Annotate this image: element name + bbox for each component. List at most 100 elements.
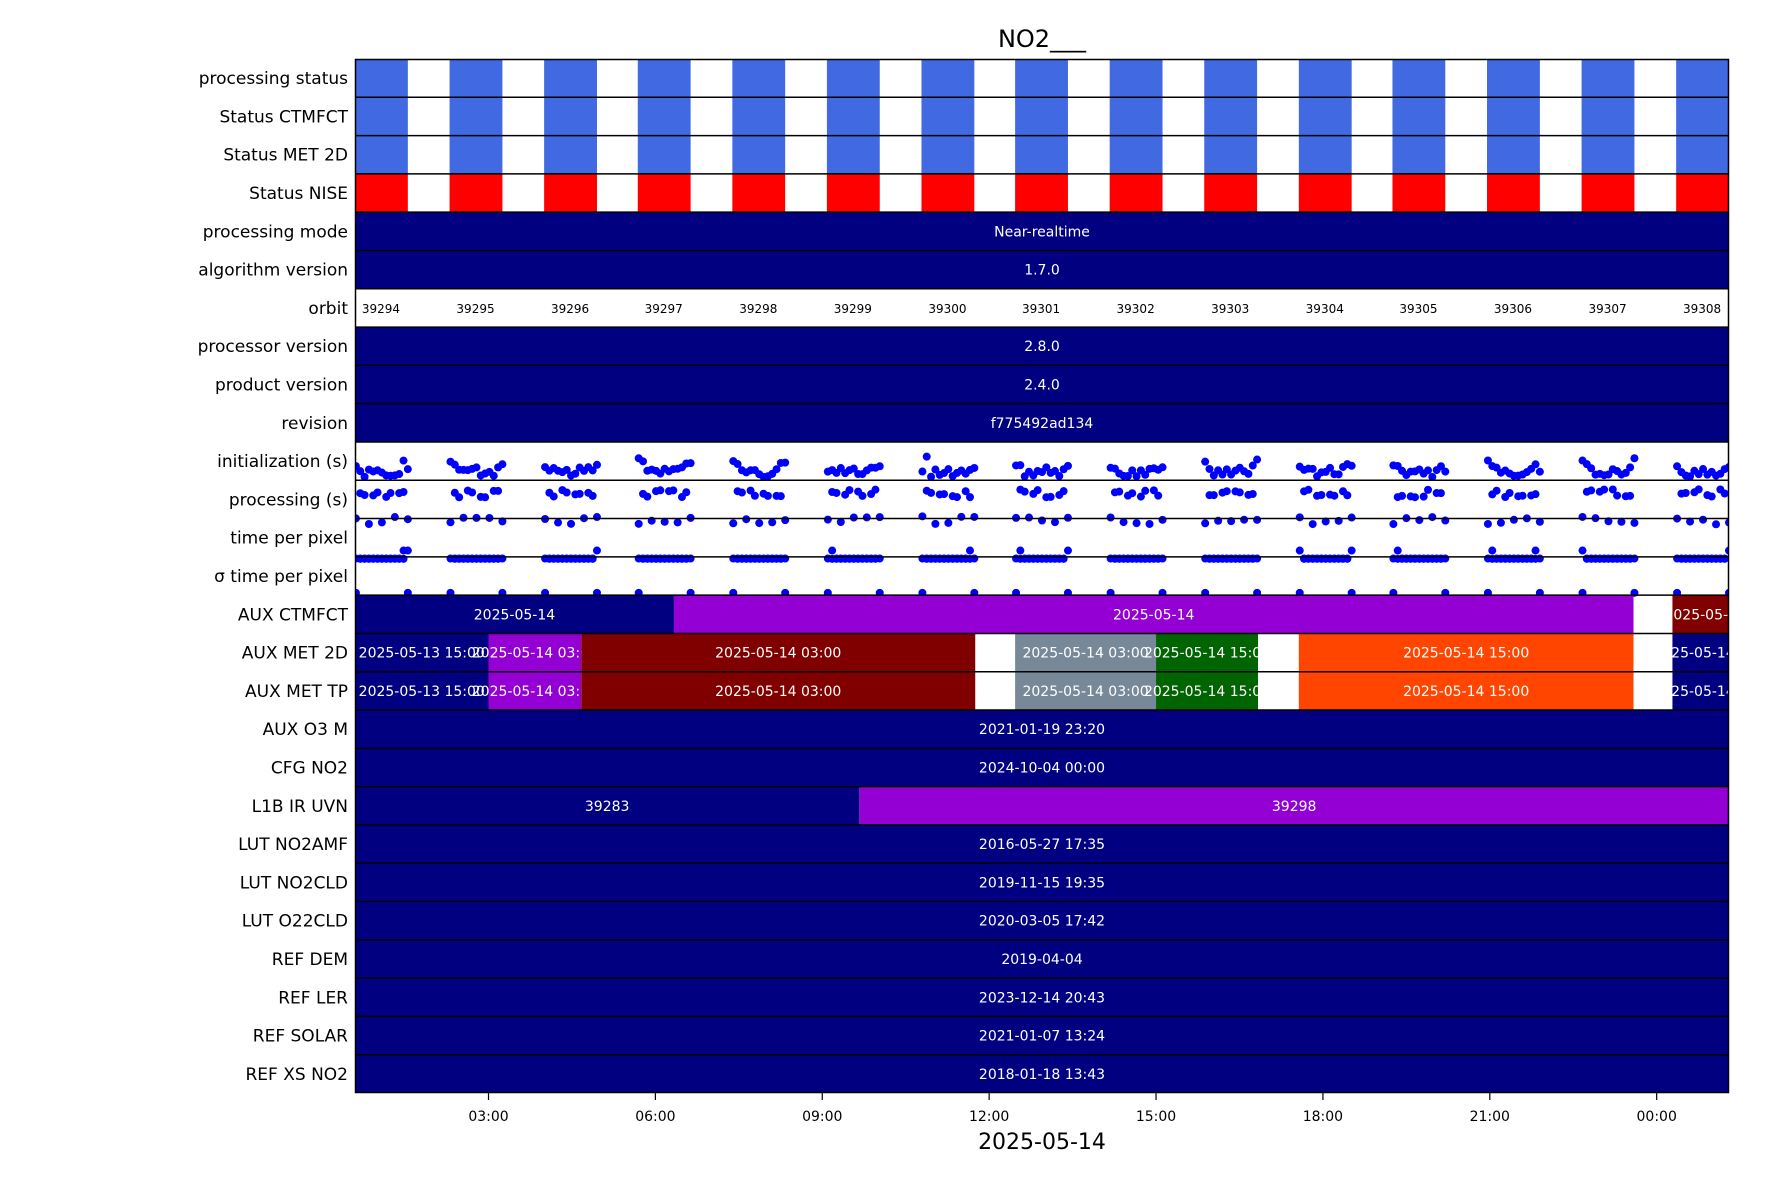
processing-s-point (1106, 513, 1115, 522)
processing-s-point (1492, 486, 1501, 495)
initialization-s-point (1244, 469, 1253, 478)
status-nise-block-39304 (1298, 173, 1352, 213)
ref-dem-segment (355, 939, 1729, 979)
aux-met-tp-segment (581, 671, 976, 711)
processing-s-point (567, 519, 576, 528)
aux-met-2d-segment (1298, 633, 1634, 672)
aux-met-tp-segment-label: 2025-05-13 15:00 (359, 684, 485, 700)
status-met-2d-block-39300 (921, 135, 975, 174)
plot-frame (354, 58, 1730, 1094)
time-per-pixel-point (1393, 546, 1402, 555)
processing-s-point (961, 487, 970, 496)
status-ctmfct-block-39297 (637, 97, 691, 136)
aux-ctmfct-segment-label: 2025-05-1 (1664, 607, 1736, 623)
status-met-2d-block-39308 (1676, 135, 1729, 174)
aux-met-2d-segment-label: 2025-05-14 03:00 (472, 646, 598, 662)
aux-o3-m-segment-label: 2021-01-19 23:20 (979, 722, 1105, 738)
initialization-s-point (1128, 466, 1137, 475)
l1b-ir-uvn-segment-label: 39283 (585, 799, 630, 815)
processing-s-point (575, 489, 584, 498)
time-per-pixel-point (1295, 546, 1304, 555)
aux-ctmfct-segment-label: 2025-05-14 (474, 607, 555, 623)
lut-no2amf-segment (355, 824, 1729, 864)
processing-s-point (965, 493, 974, 502)
row-label-time-per-pixel: σ time per pixel (214, 567, 348, 587)
orbit-number-39306: 39306 (1494, 302, 1532, 316)
revision-segment (355, 403, 1729, 442)
processing-s-point (1436, 489, 1445, 498)
processing-s-point (373, 488, 382, 497)
initialization-s-point (1531, 460, 1540, 469)
processing-s-point (957, 512, 966, 521)
row-label-product-version: product version (215, 376, 348, 396)
processing-s-point (1330, 491, 1339, 500)
status-ctmfct-block-39295 (449, 97, 503, 136)
row-label-aux-met-tp: AUX MET TP (245, 682, 348, 702)
processing-s-point (1505, 489, 1514, 498)
processing-s-point (1518, 491, 1527, 500)
initialization-s-point (1042, 463, 1051, 472)
processing-s-point (1063, 513, 1072, 522)
rows-layer: Near-realtime 1.7.0 39294 39295 39296 39297 39… (355, 59, 1736, 1093)
processing-s-point (781, 516, 790, 525)
aux-met-tp-segment-label: 2025-05-14 03:00 (1022, 684, 1148, 700)
status-nise-block-39308 (1676, 173, 1729, 213)
row-label-lut-no2amf: LUT NO2AMF (238, 835, 348, 855)
time-per-pixel-point (1531, 546, 1540, 555)
initialization-s-point (1587, 464, 1596, 473)
cfg-no2-segment (355, 748, 1729, 787)
initialization-s-point (931, 465, 940, 474)
processing-status-block-39306 (1487, 59, 1540, 98)
aux-met-tp-segment (355, 671, 489, 711)
processing-s-point (944, 518, 953, 527)
orbit-number-39296: 39296 (551, 302, 589, 316)
status-met-2d-block-39298 (732, 135, 786, 174)
initialization-s-point (571, 469, 580, 478)
processing-s-point (1343, 491, 1352, 500)
processing-s-point (1128, 489, 1137, 498)
processing-s-point (1509, 515, 1518, 524)
time-per-pixel-point (1488, 546, 1497, 555)
row-label-status-nise: Status NISE (249, 184, 348, 204)
orbit-number-39299: 39299 (834, 302, 872, 316)
aux-met-2d-segment (581, 633, 976, 672)
processing-s-point (494, 486, 503, 495)
orbit-number-39298: 39298 (739, 302, 777, 316)
processing-s-point (1119, 518, 1128, 527)
row-label-ref-ler: REF LER (278, 988, 348, 1008)
status-met-2d-block-39306 (1487, 135, 1540, 174)
processing-s-point (737, 488, 746, 497)
status-met-2d-block-39302 (1109, 135, 1163, 174)
row-label-initialization-s: initialization (s) (217, 452, 348, 472)
x-tick-label: 06:00 (635, 1109, 675, 1125)
initialization-s-point (1699, 465, 1708, 474)
product-version-segment (355, 365, 1729, 404)
status-nise-block-39305 (1392, 173, 1446, 213)
processing-s-point (1720, 489, 1729, 498)
status-nise-block-39302 (1109, 173, 1163, 213)
x-axis-ticks: 03:00 06:00 09:00 12:00 15:00 18:00 21:00 00:00 (468, 1093, 1677, 1125)
status-nise-block-39296 (544, 173, 597, 213)
initialization-s-point (1326, 463, 1335, 472)
processing-s-point (673, 518, 682, 527)
row-label-status-ctmfct: Status CTMFCT (219, 107, 348, 127)
processing-s-point (845, 486, 854, 495)
aux-met-tp-segment-label: 2025-05-14 15:00 (1144, 684, 1270, 700)
initialization-s-point (1334, 470, 1343, 479)
orbit-number-39304: 39304 (1306, 302, 1344, 316)
ref-xs-no2-segment-label: 2018-01-18 13:43 (979, 1067, 1105, 1083)
status-met-2d-block-39297 (637, 135, 691, 174)
processing-s-point (1038, 516, 1046, 525)
aux-met-2d-segment (1015, 633, 1157, 672)
aux-met-tp-segment (1156, 671, 1259, 711)
processing-s-point (446, 518, 455, 527)
x-tick-label: 15:00 (1136, 1109, 1176, 1125)
orbit-number-39295: 39295 (456, 302, 494, 316)
l1b-ir-uvn-segment (355, 786, 860, 825)
time-per-pixel-point (1626, 554, 1635, 563)
processing-status-block-39295 (449, 59, 503, 98)
initialization-s-point (1123, 471, 1132, 480)
ref-dem-segment-label: 2019-04-04 (1001, 952, 1082, 968)
row-label-ref-dem: REF DEM (272, 950, 348, 970)
time-per-pixel-point (965, 554, 974, 563)
